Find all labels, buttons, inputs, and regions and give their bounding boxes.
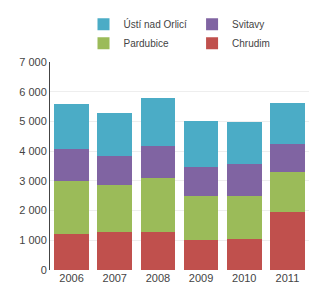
svg-text:2006: 2006 — [59, 272, 83, 284]
svg-text:6 000: 6 000 — [19, 86, 47, 98]
svg-text:1 000: 1 000 — [19, 234, 47, 246]
svg-text:2 000: 2 000 — [19, 204, 47, 216]
svg-text:4 000: 4 000 — [19, 145, 47, 157]
svg-text:Pardubice: Pardubice — [124, 38, 169, 49]
svg-text:2007: 2007 — [103, 272, 127, 284]
svg-text:5 000: 5 000 — [19, 115, 47, 127]
svg-text:3 000: 3 000 — [19, 175, 47, 187]
svg-text:0: 0 — [41, 264, 47, 276]
svg-text:2009: 2009 — [189, 272, 213, 284]
svg-text:7 000: 7 000 — [19, 56, 47, 68]
svg-text:2011: 2011 — [276, 272, 300, 284]
svg-text:2010: 2010 — [232, 272, 256, 284]
svg-text:Ústí nad Orlicí: Ústí nad Orlicí — [124, 18, 188, 30]
svg-text:Svitavy: Svitavy — [232, 19, 264, 30]
svg-text:Chrudim: Chrudim — [232, 38, 270, 49]
svg-text:2008: 2008 — [146, 272, 170, 284]
